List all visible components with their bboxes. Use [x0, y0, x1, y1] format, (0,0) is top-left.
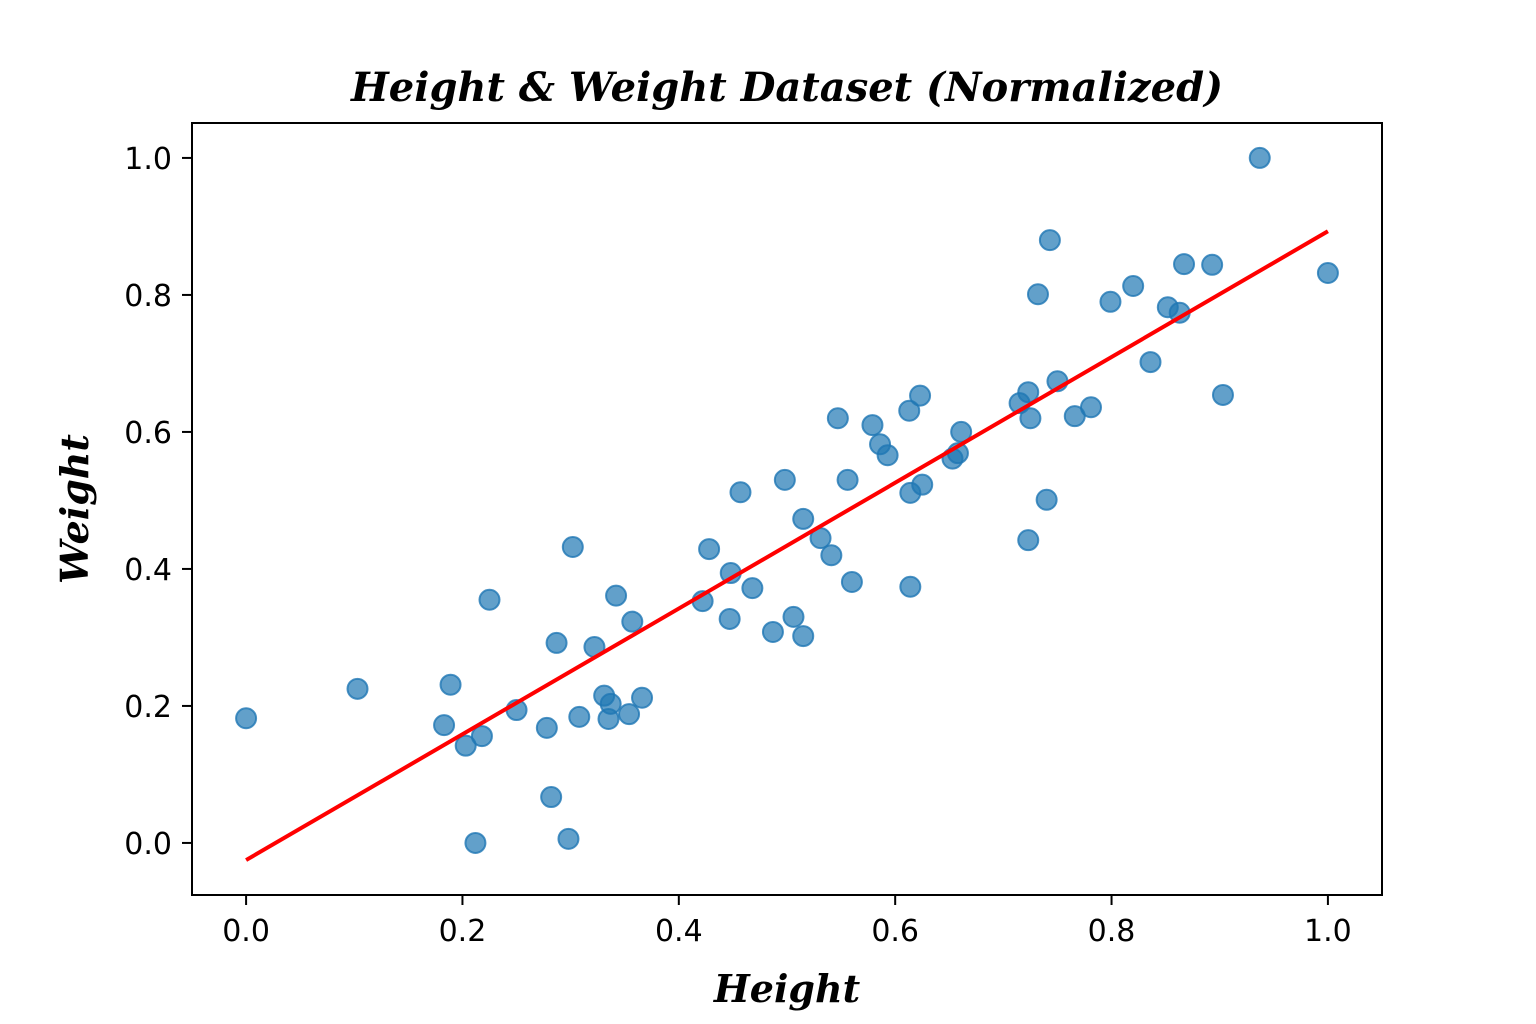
y-axis-label: Weight [52, 434, 97, 584]
data-point [433, 714, 456, 737]
data-point [792, 625, 815, 648]
data-point [621, 610, 644, 633]
data-point [840, 570, 863, 593]
data-point [545, 631, 568, 654]
data-point [761, 620, 784, 643]
data-point [773, 468, 796, 491]
data-point [561, 536, 584, 559]
data-point [1173, 253, 1196, 276]
data-point [820, 544, 843, 567]
data-point [535, 716, 558, 739]
data-point [618, 703, 641, 726]
x-tick-label: 0.2 [439, 914, 487, 949]
data-point [1017, 529, 1040, 552]
x-axis: 0.0 0.2 0.4 0.6 0.8 1.0 [222, 895, 1352, 949]
plot-frame [191, 122, 1383, 896]
fit-line [245, 229, 1329, 862]
data-point [1211, 383, 1234, 406]
points-layer [235, 146, 1339, 854]
data-point [235, 707, 258, 730]
data-point [631, 686, 654, 709]
data-point [454, 734, 477, 757]
data-point [605, 584, 628, 607]
data-point [1079, 396, 1102, 419]
data-point [1122, 275, 1145, 298]
y-tick-label: 0.6 [124, 416, 172, 451]
data-point [729, 481, 752, 504]
data-point [792, 507, 815, 530]
data-point [1201, 253, 1224, 276]
data-point [478, 588, 501, 611]
y-tick-label: 1.0 [124, 142, 172, 177]
data-point [836, 468, 859, 491]
data-point [1038, 229, 1061, 252]
x-tick-label: 0.0 [222, 914, 270, 949]
data-point [568, 705, 591, 728]
x-tick-label: 0.8 [1088, 914, 1136, 949]
x-axis-label: Height [713, 966, 861, 1011]
data-point [470, 725, 493, 748]
data-point [346, 677, 369, 700]
data-point [950, 420, 973, 443]
x-tick-label: 1.0 [1304, 914, 1352, 949]
y-tick-label: 0.0 [124, 827, 172, 862]
data-point [741, 577, 764, 600]
x-tick-label: 0.6 [871, 914, 919, 949]
data-point [1139, 351, 1162, 374]
data-point [557, 827, 580, 850]
data-point [782, 605, 805, 628]
data-point [1019, 407, 1042, 430]
data-point [861, 414, 884, 437]
chart-title: Height & Weight Dataset (Normalized) [350, 64, 1223, 111]
y-tick-label: 0.2 [124, 690, 172, 725]
y-tick-label: 0.8 [124, 279, 172, 314]
data-point [1248, 146, 1271, 169]
data-point [1035, 488, 1058, 511]
y-tick-label: 0.4 [124, 553, 172, 588]
data-point [898, 399, 921, 422]
data-point [599, 692, 622, 715]
data-point [540, 786, 563, 809]
data-point [1099, 290, 1122, 313]
data-point [718, 607, 741, 630]
data-point [439, 673, 462, 696]
data-point [899, 575, 922, 598]
data-point [464, 831, 487, 854]
y-axis: 0.0 0.2 0.4 0.6 0.8 1.0 [124, 142, 192, 862]
data-point [826, 407, 849, 430]
data-point [1017, 381, 1040, 404]
data-point [698, 538, 721, 561]
data-point [909, 384, 932, 407]
data-point [911, 473, 934, 496]
data-point [876, 444, 899, 467]
data-point [1026, 283, 1049, 306]
data-point [1316, 262, 1339, 285]
x-tick-label: 0.4 [655, 914, 703, 949]
